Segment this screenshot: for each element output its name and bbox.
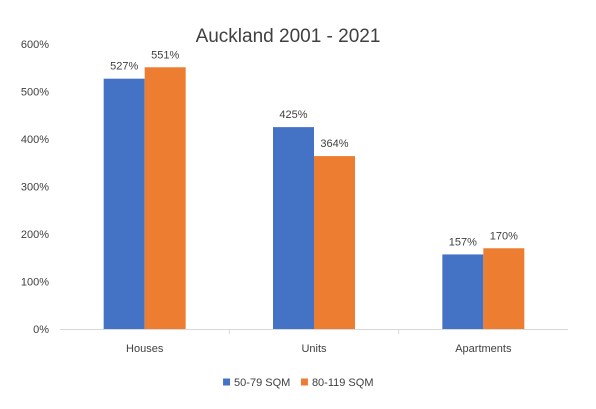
bar-80-119-sqm-apartments [483, 248, 525, 329]
x-category-label: Apartments [455, 343, 512, 355]
data-label: 425% [279, 109, 307, 121]
legend-swatch [300, 378, 308, 386]
data-label: 364% [320, 138, 348, 150]
x-category-label: Houses [126, 343, 164, 355]
y-tick-label: 400% [21, 134, 49, 146]
bar-50-79-sqm-apartments [442, 254, 484, 329]
y-tick-label: 100% [21, 277, 49, 289]
bar-80-119-sqm-houses [144, 67, 186, 330]
data-label: 170% [490, 230, 518, 242]
data-label: 551% [151, 49, 179, 61]
legend-swatch [223, 378, 231, 386]
chart-title: Auckland 2001 - 2021 [196, 26, 381, 47]
y-tick-label: 600% [21, 39, 49, 51]
y-tick-label: 0% [33, 324, 49, 336]
y-tick-label: 500% [21, 87, 49, 99]
legend: 50-79 SQM 80-119 SQM [223, 377, 374, 389]
axes: 0% 100% 200% 300% 400% 500% 600% Houses Units Apa… [21, 39, 568, 355]
legend-label: 80-119 SQM [312, 377, 374, 389]
bar-50-79-sqm-units [273, 127, 314, 329]
data-label: 527% [110, 61, 138, 73]
data-label: 157% [449, 236, 477, 248]
x-category-label: Units [301, 343, 327, 355]
bars [103, 67, 525, 330]
legend-label: 50-79 SQM [234, 377, 290, 389]
bar-80-119-sqm-units [314, 156, 355, 329]
y-tick-label: 300% [21, 182, 49, 194]
bar-50-79-sqm-houses [103, 78, 145, 329]
data-labels: 527% 551% 425% 364% 157% 170% [110, 49, 518, 248]
y-tick-label: 200% [21, 229, 49, 241]
